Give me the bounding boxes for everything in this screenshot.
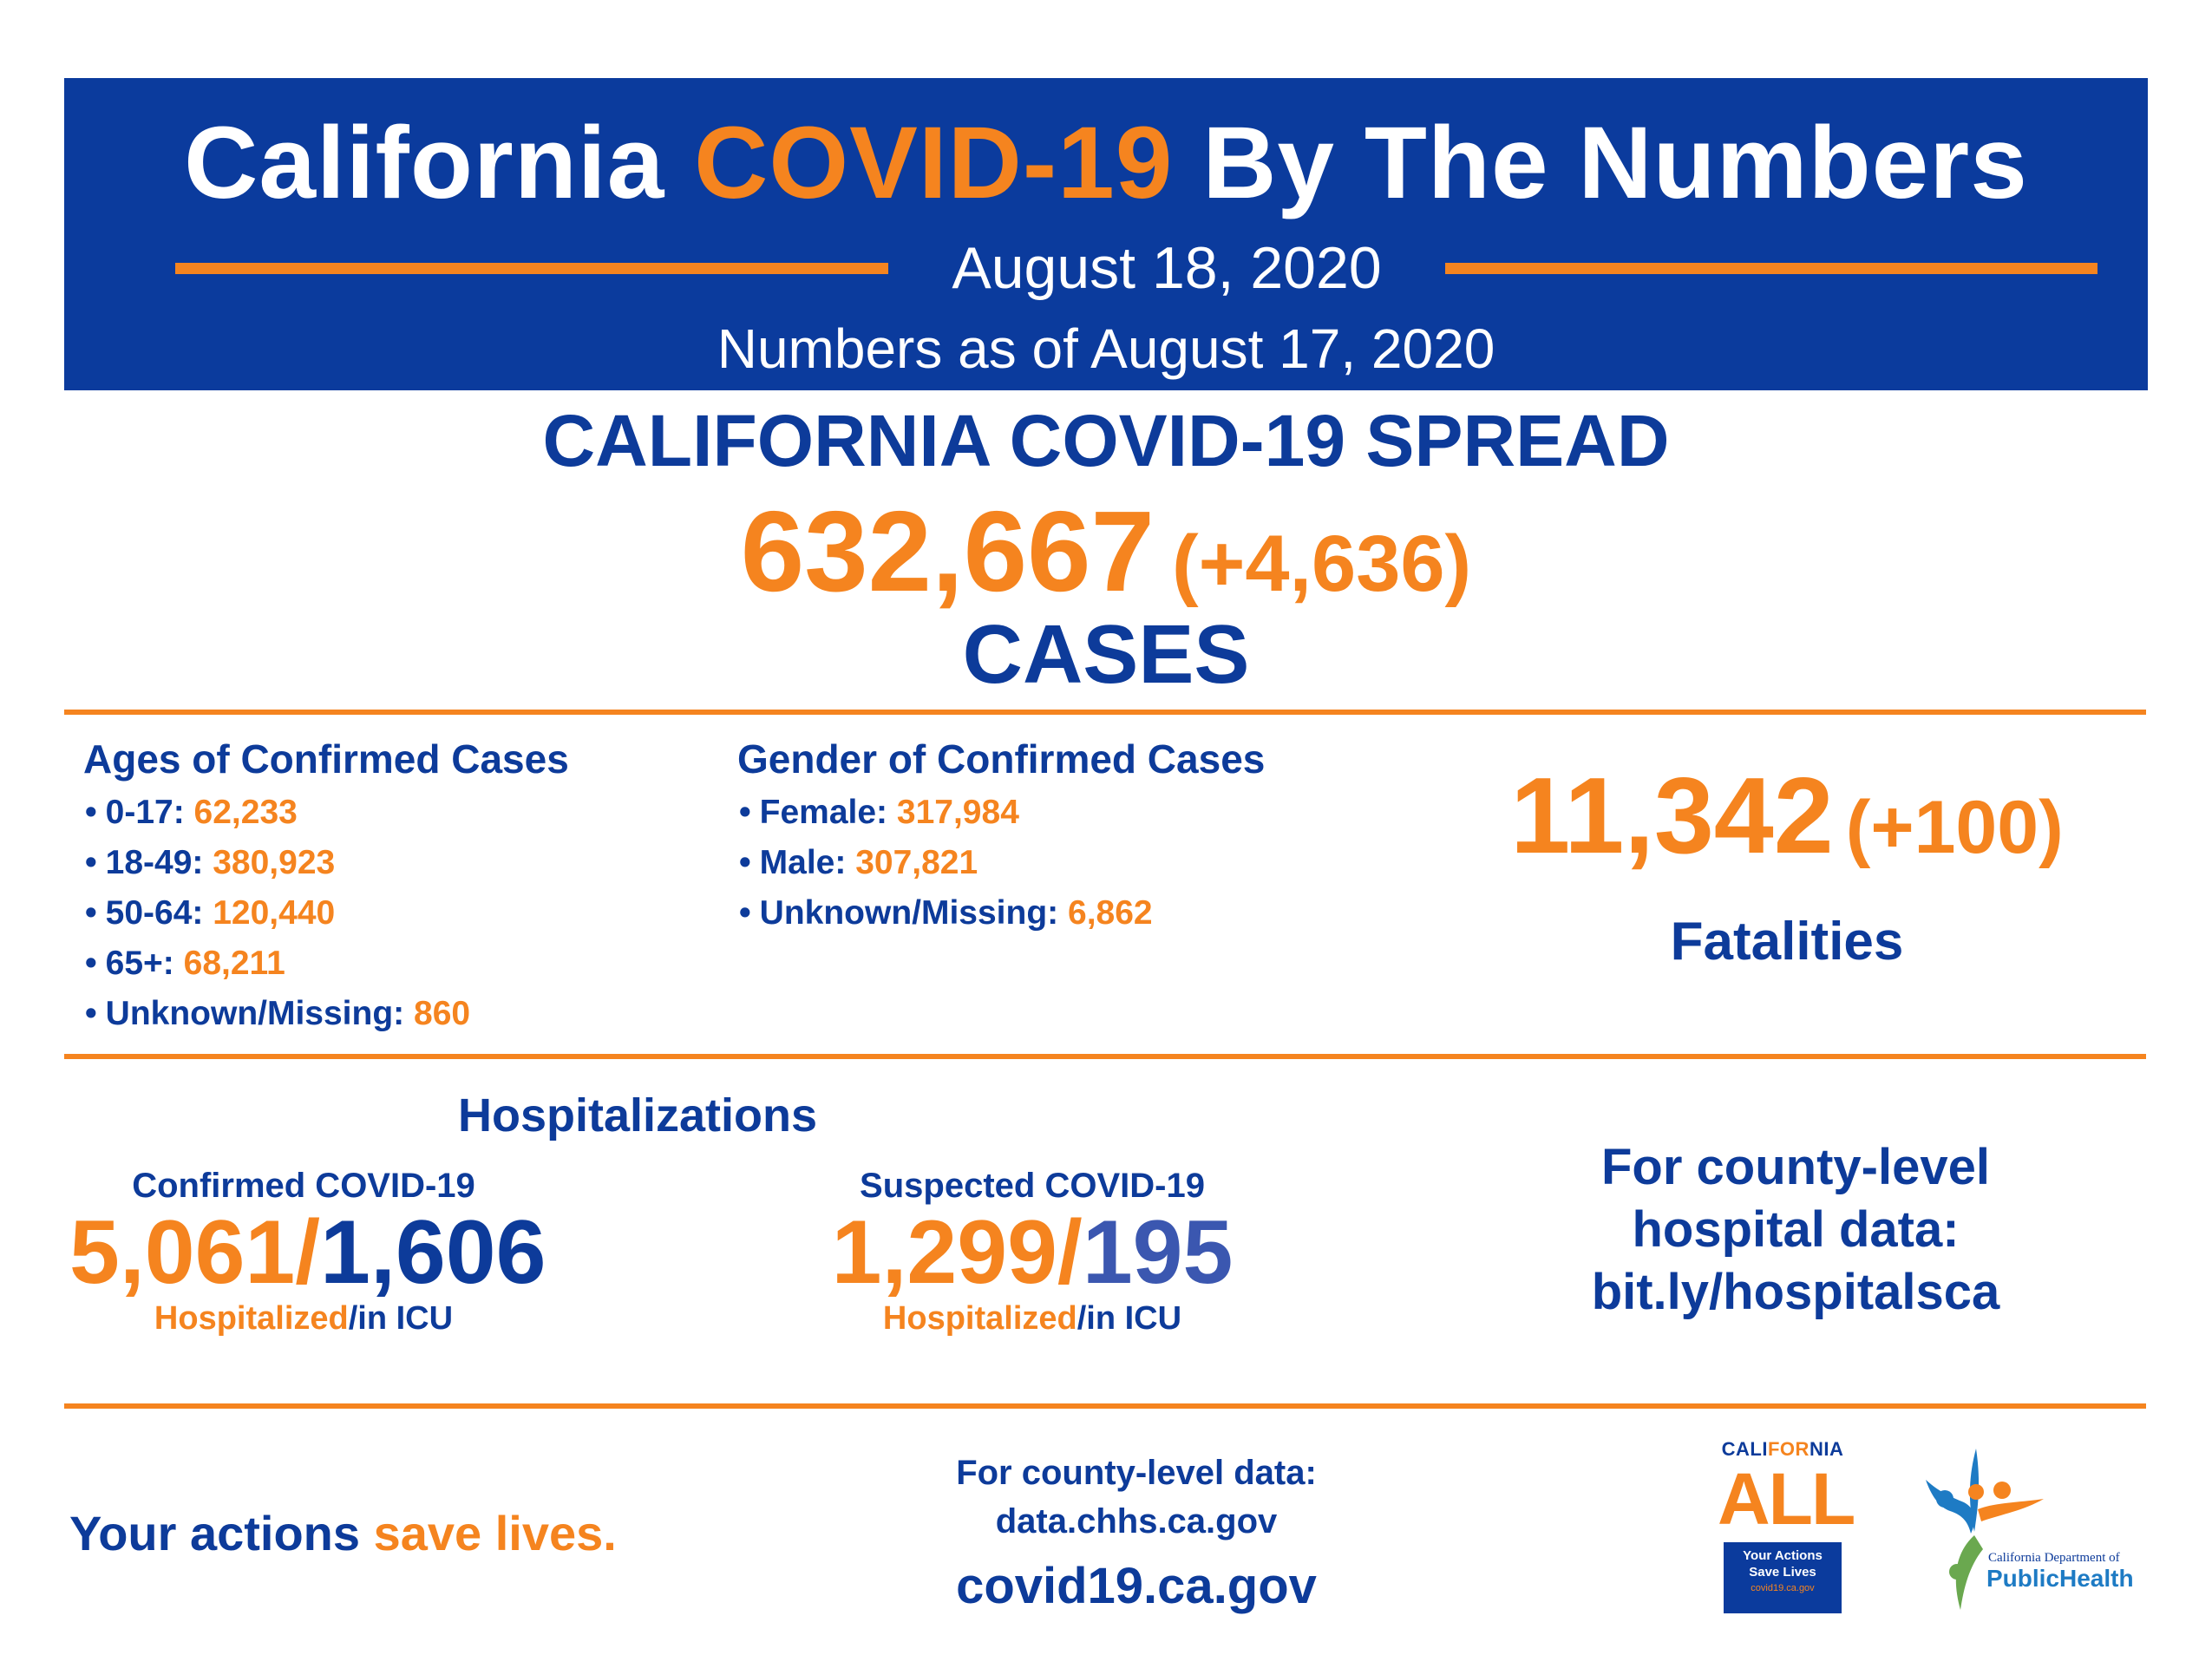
cases-delta: (+4,636) bbox=[1171, 520, 1472, 608]
title-part2: By The Numbers bbox=[1202, 106, 2028, 220]
covid-site-link[interactable]: covid19.ca.gov bbox=[956, 1558, 1317, 1614]
fatalities-delta: (+100) bbox=[1845, 786, 2064, 869]
list-item: • Female: 317,984 bbox=[739, 794, 1019, 831]
confirmed-subtitle: Confirmed COVID-19 bbox=[132, 1167, 475, 1205]
suspected-numbers: 1,299/195 bbox=[831, 1202, 1234, 1303]
confirmed-hospital-block: Confirmed COVID-19 5,061/1,606 Hospitali… bbox=[69, 1167, 546, 1338]
date-rule-right bbox=[1445, 263, 2097, 274]
date-rule-left bbox=[175, 263, 888, 274]
fatalities-total: 11,342 bbox=[1510, 756, 1834, 876]
list-item: • 18-49: 380,923 bbox=[85, 844, 336, 881]
cdph-figures-icon bbox=[1926, 1449, 2044, 1610]
cases-total: 632,667 bbox=[740, 487, 1155, 615]
title-part1: California bbox=[184, 106, 665, 220]
title-accent: COVID-19 bbox=[694, 106, 1174, 220]
fatalities-row: 11,342 (+100) bbox=[1397, 755, 2177, 878]
california-all-logo: CALIFORNIA ALL Your Actions Save Lives c… bbox=[1718, 1438, 1855, 1620]
cases-total-row: 632,667 (+4,636) bbox=[0, 486, 2212, 617]
list-item: • 0-17: 62,233 bbox=[85, 794, 298, 831]
confirmed-footnote: Hospitalized/in ICU bbox=[154, 1300, 454, 1338]
page-title: California COVID-19 By The Numbers bbox=[64, 104, 2148, 222]
list-item: • 65+: 68,211 bbox=[85, 945, 285, 982]
list-item: • Unknown/Missing: 860 bbox=[85, 995, 471, 1032]
actions-tagline: Your actions save lives. bbox=[69, 1506, 617, 1560]
divider bbox=[64, 1054, 2146, 1059]
county-hospital-data: For county-level hospital data: bit.ly/h… bbox=[1544, 1136, 2047, 1324]
confirmed-numbers: 5,061/1,606 bbox=[69, 1202, 546, 1303]
fatalities-label: Fatalities bbox=[1670, 912, 1904, 971]
hospitalizations-title: Hospitalizations bbox=[457, 1089, 818, 1141]
county-data-info: For county-level data: data.chhs.ca.gov bbox=[911, 1449, 1362, 1546]
gender-list: • Female: 317,984 • Male: 307,821 • Unknown… bbox=[739, 788, 1153, 939]
list-item: • 50-64: 120,440 bbox=[85, 894, 336, 932]
cases-label: CASES bbox=[962, 608, 1250, 701]
header-banner: California COVID-19 By The Numbers Augus… bbox=[64, 78, 2148, 390]
suspected-hospital-block: Suspected COVID-19 1,299/195 Hospitalize… bbox=[763, 1167, 1301, 1338]
cdph-logo: California Department of PublicHealth bbox=[1926, 1449, 2151, 1622]
numbers-as-of: Numbers as of August 17, 2020 bbox=[717, 317, 1495, 380]
cdph-department: California Department of bbox=[1988, 1551, 2120, 1565]
divider bbox=[64, 1403, 2146, 1409]
gender-heading: Gender of Confirmed Cases bbox=[737, 736, 1266, 782]
list-item: • Male: 307,821 bbox=[739, 844, 978, 881]
data-chhs-link[interactable]: data.chhs.ca.gov bbox=[995, 1502, 1278, 1541]
list-item: • Unknown/Missing: 6,862 bbox=[739, 894, 1153, 932]
spread-title: CALIFORNIA COVID-19 SPREAD bbox=[542, 400, 1670, 481]
divider bbox=[64, 710, 2146, 715]
suspected-subtitle: Suspected COVID-19 bbox=[860, 1167, 1205, 1205]
ages-heading: Ages of Confirmed Cases bbox=[83, 736, 569, 782]
cdph-name: PublicHealth bbox=[1986, 1565, 2134, 1592]
suspected-footnote: Hospitalized/in ICU bbox=[882, 1300, 1182, 1338]
ages-list: • 0-17: 62,233 • 18-49: 380,923 • 50-64: 12… bbox=[85, 788, 470, 1039]
hospitals-link[interactable]: bit.ly/hospitalsca bbox=[1591, 1264, 2000, 1320]
report-date: August 18, 2020 bbox=[952, 235, 1382, 301]
